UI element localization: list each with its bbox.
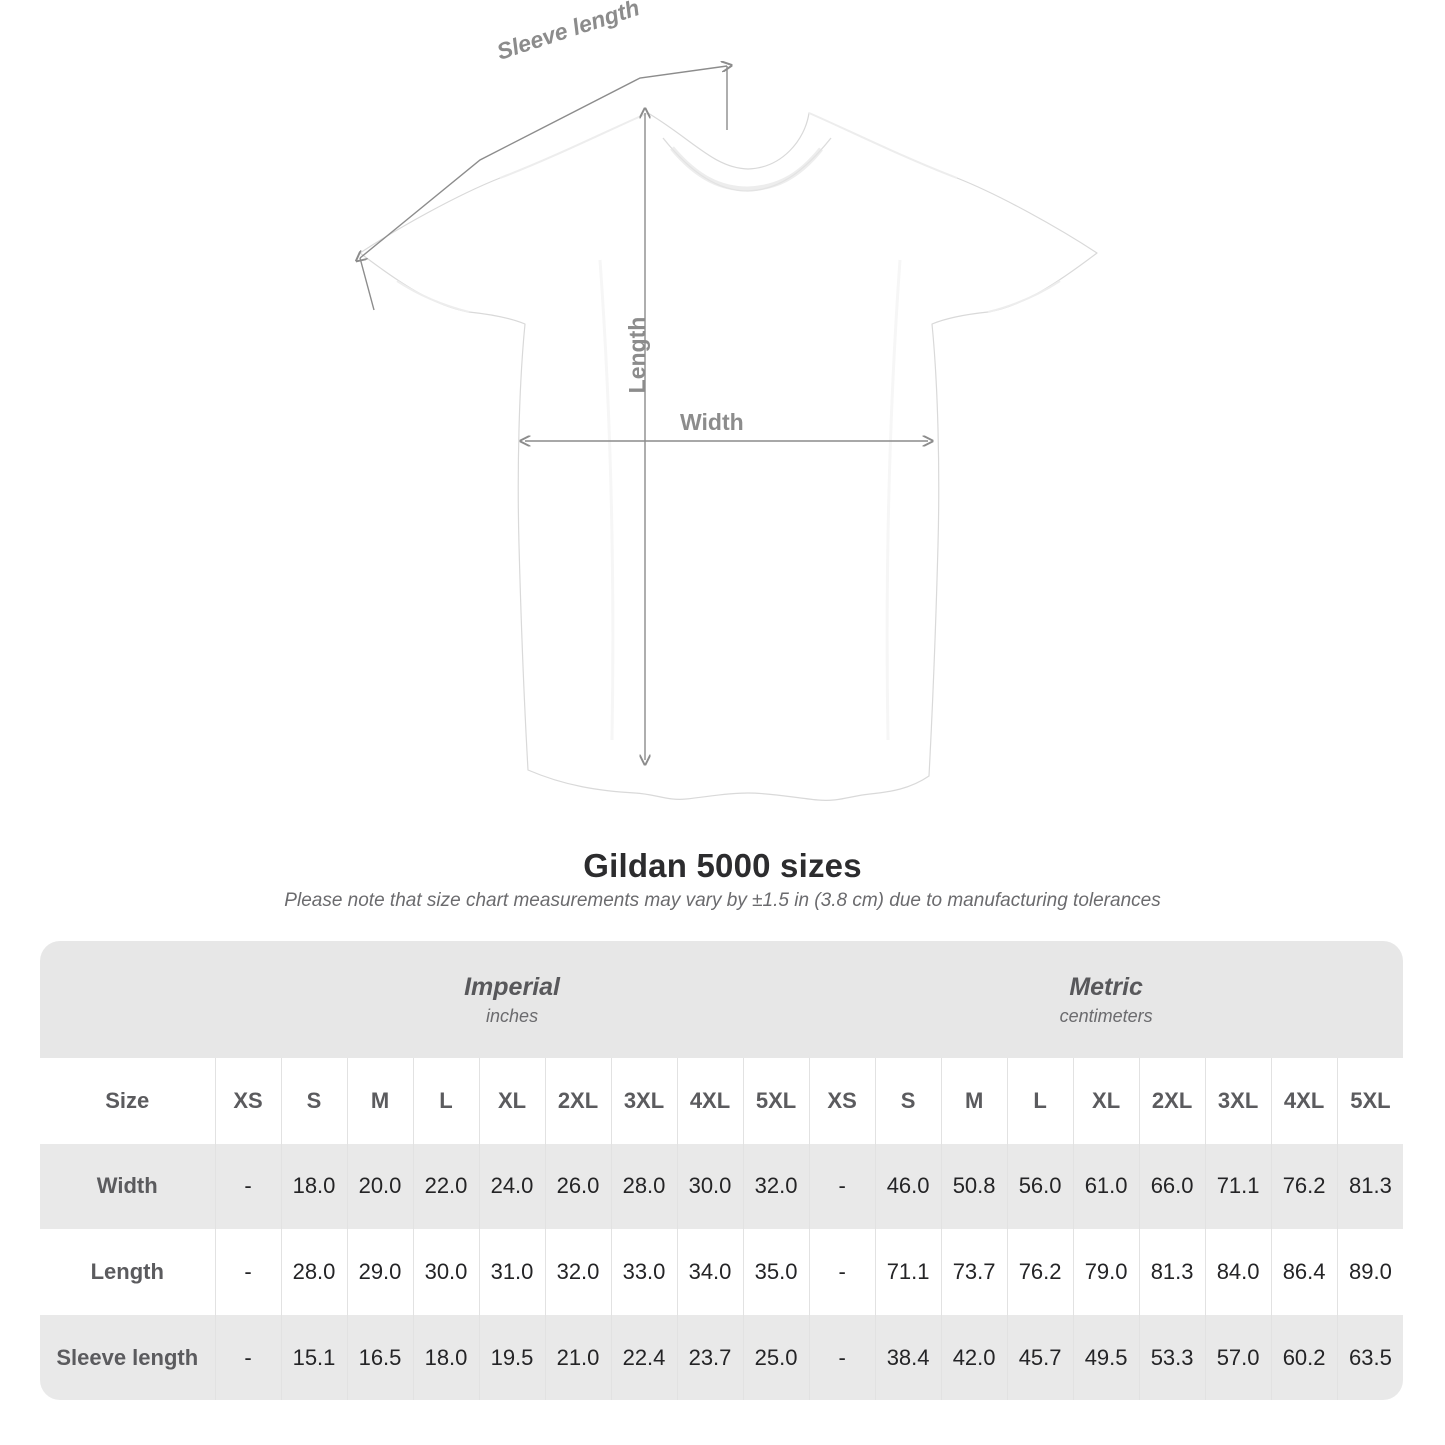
svg-text:Length: Length bbox=[624, 317, 650, 394]
svg-text:Width: Width bbox=[680, 409, 744, 435]
svg-text:Sleeve length: Sleeve length bbox=[494, 0, 643, 65]
